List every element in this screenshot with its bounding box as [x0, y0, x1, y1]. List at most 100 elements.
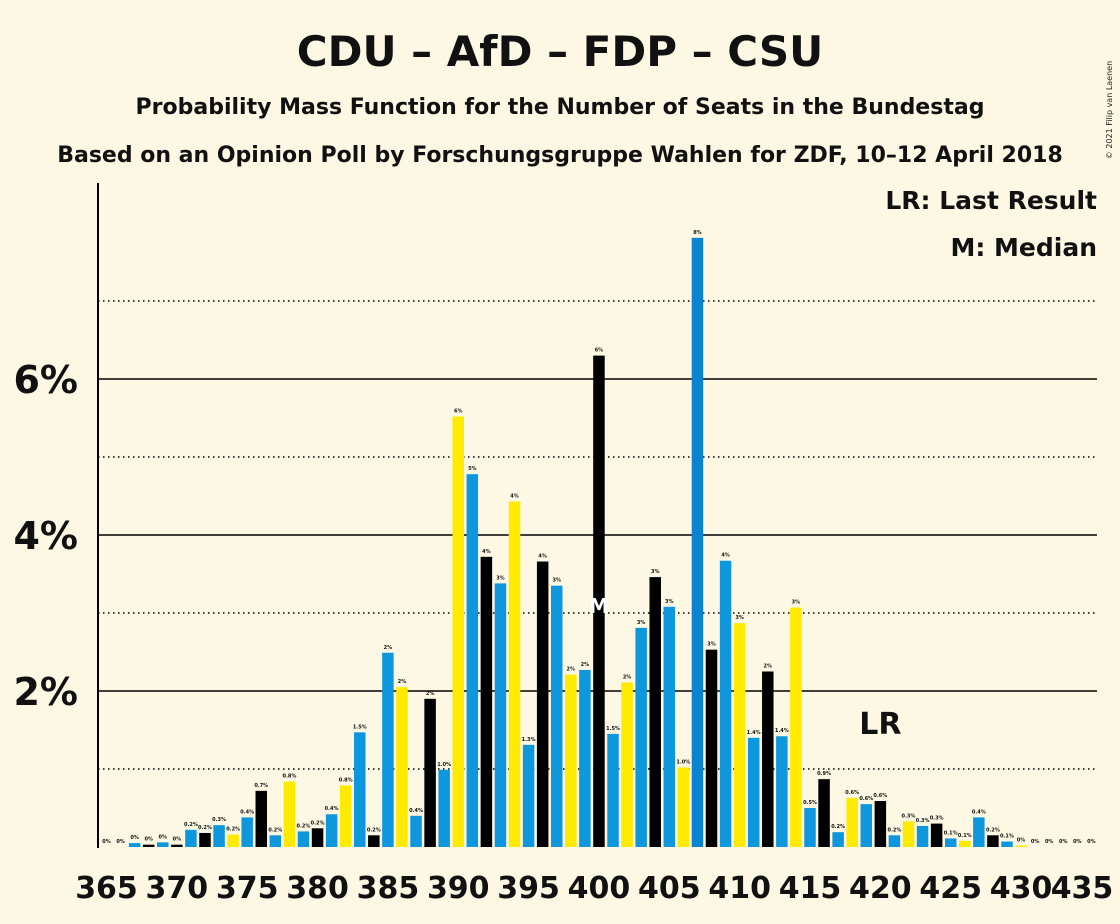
bar-384 — [368, 835, 380, 847]
bar-368 — [142, 844, 155, 847]
bar-label-373: 0.3% — [212, 817, 226, 823]
bar-410 — [733, 623, 746, 847]
bar-413 — [776, 736, 788, 847]
bar-377 — [269, 835, 282, 847]
x-tick-label: 415 — [779, 871, 842, 906]
bar-label-380: 0.2% — [311, 820, 325, 826]
bar-428 — [987, 835, 999, 847]
x-tick-label: 405 — [638, 871, 701, 906]
bar-label-413: 1.4% — [775, 728, 789, 734]
bar-label-423: 0.3% — [916, 818, 930, 824]
bar-label-412: 2% — [764, 664, 773, 670]
y-tick-label: 2% — [13, 670, 78, 714]
chart-subtitle: Probability Mass Function for the Number… — [136, 95, 985, 120]
bar-420 — [874, 800, 887, 847]
bar-374 — [227, 834, 239, 847]
bar-label-421: 0.2% — [887, 827, 901, 833]
bar-371 — [185, 829, 197, 847]
bar-423 — [916, 825, 929, 847]
bar-label-404: 3% — [651, 569, 660, 575]
bar-396 — [536, 561, 549, 847]
bar-label-416: 0.9% — [817, 771, 831, 777]
bar-417 — [832, 832, 844, 847]
bar-label-398: 2% — [567, 667, 576, 673]
chart-title: CDU – AfD – FDP – CSU — [297, 27, 823, 76]
bar-382 — [339, 785, 352, 847]
bar-404 — [649, 577, 661, 847]
x-tick-label: 380 — [286, 871, 349, 906]
bar-399 — [579, 669, 591, 847]
bar-label-382: 0.8% — [339, 777, 353, 783]
bar-label-420: 0.6% — [873, 793, 887, 799]
bar-label-431: 0% — [1031, 839, 1040, 845]
bar-418 — [846, 797, 858, 847]
bar-378 — [283, 781, 296, 847]
bar-label-432: 0% — [1045, 839, 1054, 845]
bar-label-370: 0% — [173, 837, 182, 843]
bar-label-379: 0.2% — [297, 823, 311, 829]
bar-370 — [171, 844, 183, 847]
x-tick-label: 375 — [216, 871, 279, 906]
bar-label-376: 0.7% — [254, 783, 268, 789]
bar-414 — [790, 607, 802, 847]
median-marker: M — [589, 594, 609, 618]
x-tick-label: 425 — [919, 871, 982, 906]
bar-388 — [424, 698, 436, 847]
bar-375 — [241, 817, 253, 847]
bar-label-428: 0.2% — [986, 827, 1000, 833]
bar-label-410: 3% — [735, 615, 744, 621]
bar-label-407: 8% — [693, 230, 702, 236]
bar-386 — [396, 687, 408, 847]
bar-426 — [959, 840, 971, 847]
bar-label-385: 2% — [384, 645, 393, 651]
bar-labels-group: 0% 0%0% 0% 0% 0%0.2%0.2%0.3%0.2%0.4%0.7%0.2%… — [102, 230, 1095, 845]
x-tick-label: 390 — [427, 871, 490, 906]
markers-group: M LR — [589, 594, 901, 742]
bar-387 — [410, 815, 422, 847]
bar-label-419: 0.6% — [859, 796, 873, 802]
bar-label-402: 2% — [623, 674, 632, 680]
bar-label-400: 6% — [595, 348, 604, 354]
bar-label-403: 3% — [637, 620, 646, 626]
bar-391 — [466, 474, 479, 847]
bar-label-393: 3% — [496, 575, 505, 581]
y-tick-labels: 2% 4% 6% — [13, 358, 78, 714]
x-tick-label: 395 — [497, 871, 560, 906]
bar-label-409: 4% — [721, 553, 730, 559]
bar-label-389: 1.0% — [437, 762, 451, 768]
bar-389 — [438, 769, 450, 847]
x-tick-label: 400 — [568, 871, 631, 906]
bar-372 — [199, 832, 211, 847]
bar-402 — [621, 682, 633, 847]
bar-421 — [888, 835, 901, 847]
bar-394 — [508, 501, 521, 847]
y-tick-label: 6% — [13, 358, 78, 402]
bar-415 — [804, 808, 816, 847]
bar-label-394: 4% — [510, 493, 519, 499]
bar-409 — [719, 560, 732, 847]
bar-403 — [635, 627, 647, 847]
bar-379 — [297, 831, 310, 847]
bar-label-429: 0.1% — [1000, 834, 1014, 840]
bar-419 — [860, 804, 873, 847]
bar-label-368: 0% — [144, 837, 153, 843]
bar-label-433: 0% — [1059, 839, 1068, 845]
bar-430 — [1015, 845, 1027, 847]
bar-412 — [762, 671, 774, 847]
bar-label-375: 0.4% — [240, 809, 254, 815]
bar-393 — [494, 583, 507, 847]
x-tick-label: 435 — [1051, 871, 1114, 906]
bar-label-374: 0.2% — [226, 827, 240, 833]
bar-408 — [705, 649, 718, 847]
bar-label-390: 6% — [454, 408, 463, 414]
bar-398 — [565, 674, 577, 847]
x-tick-label: 430 — [990, 871, 1053, 906]
bar-411 — [747, 737, 760, 847]
bar-376 — [255, 790, 268, 847]
y-tick-label: 4% — [13, 514, 78, 558]
bar-380 — [311, 828, 324, 847]
legend-last-result: LR: Last Result — [885, 186, 1097, 215]
bar-label-381: 0.4% — [325, 806, 339, 812]
last-result-marker: LR — [859, 707, 901, 742]
